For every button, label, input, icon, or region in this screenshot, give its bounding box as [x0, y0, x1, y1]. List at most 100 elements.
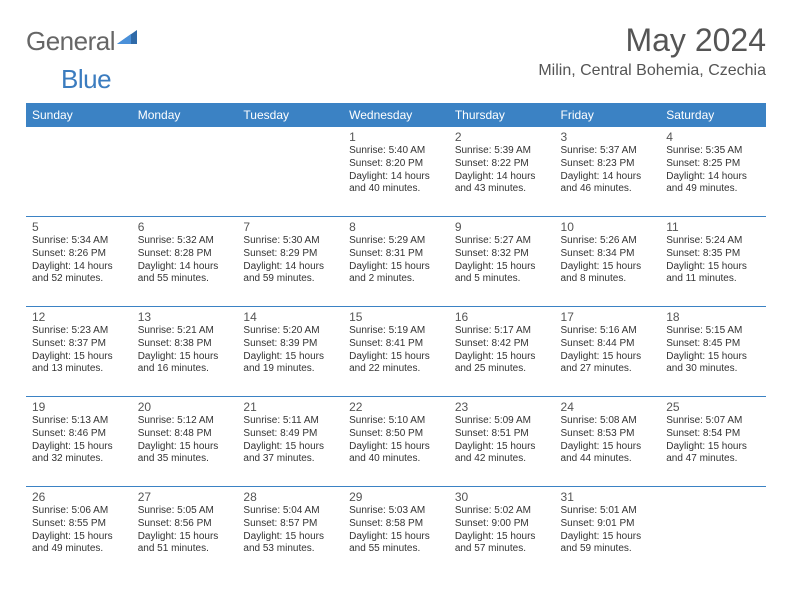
calendar-cell: 24Sunrise: 5:08 AMSunset: 8:53 PMDayligh…: [555, 397, 661, 487]
calendar-row: 1Sunrise: 5:40 AMSunset: 8:20 PMDaylight…: [26, 127, 766, 217]
dayhead-wed: Wednesday: [343, 103, 449, 127]
month-title: May 2024: [538, 24, 766, 56]
day-details: Sunrise: 5:11 AMSunset: 8:49 PMDaylight:…: [243, 415, 337, 466]
day-number: 23: [455, 400, 549, 414]
day-details: Sunrise: 5:29 AMSunset: 8:31 PMDaylight:…: [349, 235, 443, 286]
day-number: 6: [138, 220, 232, 234]
calendar-cell: 25Sunrise: 5:07 AMSunset: 8:54 PMDayligh…: [660, 397, 766, 487]
calendar-cell: 15Sunrise: 5:19 AMSunset: 8:41 PMDayligh…: [343, 307, 449, 397]
calendar-cell: [26, 127, 132, 217]
day-number: 18: [666, 310, 760, 324]
day-details: Sunrise: 5:01 AMSunset: 9:01 PMDaylight:…: [561, 505, 655, 556]
calendar-row: 19Sunrise: 5:13 AMSunset: 8:46 PMDayligh…: [26, 397, 766, 487]
calendar-cell: 27Sunrise: 5:05 AMSunset: 8:56 PMDayligh…: [132, 487, 238, 577]
calendar-cell: 19Sunrise: 5:13 AMSunset: 8:46 PMDayligh…: [26, 397, 132, 487]
day-details: Sunrise: 5:32 AMSunset: 8:28 PMDaylight:…: [138, 235, 232, 286]
calendar-cell: 7Sunrise: 5:30 AMSunset: 8:29 PMDaylight…: [237, 217, 343, 307]
day-number: 16: [455, 310, 549, 324]
calendar-cell: 6Sunrise: 5:32 AMSunset: 8:28 PMDaylight…: [132, 217, 238, 307]
day-number: 29: [349, 490, 443, 504]
calendar-cell: 21Sunrise: 5:11 AMSunset: 8:49 PMDayligh…: [237, 397, 343, 487]
day-details: Sunrise: 5:13 AMSunset: 8:46 PMDaylight:…: [32, 415, 126, 466]
calendar-cell: [237, 127, 343, 217]
day-details: Sunrise: 5:03 AMSunset: 8:58 PMDaylight:…: [349, 505, 443, 556]
day-details: Sunrise: 5:19 AMSunset: 8:41 PMDaylight:…: [349, 325, 443, 376]
dayhead-mon: Monday: [132, 103, 238, 127]
dayhead-sun: Sunday: [26, 103, 132, 127]
day-details: Sunrise: 5:08 AMSunset: 8:53 PMDaylight:…: [561, 415, 655, 466]
day-number: 13: [138, 310, 232, 324]
calendar-cell: 8Sunrise: 5:29 AMSunset: 8:31 PMDaylight…: [343, 217, 449, 307]
day-details: Sunrise: 5:05 AMSunset: 8:56 PMDaylight:…: [138, 505, 232, 556]
day-number: 25: [666, 400, 760, 414]
calendar-cell: 4Sunrise: 5:35 AMSunset: 8:25 PMDaylight…: [660, 127, 766, 217]
brand-word-2: Blue: [61, 64, 111, 94]
day-number: 17: [561, 310, 655, 324]
brand-logo: General: [26, 24, 141, 54]
day-number: 20: [138, 400, 232, 414]
dayhead-fri: Friday: [555, 103, 661, 127]
dayhead-thu: Thursday: [449, 103, 555, 127]
day-number: 10: [561, 220, 655, 234]
calendar-cell: 29Sunrise: 5:03 AMSunset: 8:58 PMDayligh…: [343, 487, 449, 577]
day-details: Sunrise: 5:24 AMSunset: 8:35 PMDaylight:…: [666, 235, 760, 286]
day-details: Sunrise: 5:21 AMSunset: 8:38 PMDaylight:…: [138, 325, 232, 376]
calendar-cell: [660, 487, 766, 577]
day-number: 31: [561, 490, 655, 504]
brand-word-1: General: [26, 28, 115, 54]
calendar-cell: 2Sunrise: 5:39 AMSunset: 8:22 PMDaylight…: [449, 127, 555, 217]
day-number: 3: [561, 130, 655, 144]
day-details: Sunrise: 5:39 AMSunset: 8:22 PMDaylight:…: [455, 145, 549, 196]
brand-triangle-icon: [117, 28, 139, 46]
calendar-cell: 5Sunrise: 5:34 AMSunset: 8:26 PMDaylight…: [26, 217, 132, 307]
day-details: Sunrise: 5:12 AMSunset: 8:48 PMDaylight:…: [138, 415, 232, 466]
calendar-cell: 14Sunrise: 5:20 AMSunset: 8:39 PMDayligh…: [237, 307, 343, 397]
day-number: 11: [666, 220, 760, 234]
calendar-cell: 22Sunrise: 5:10 AMSunset: 8:50 PMDayligh…: [343, 397, 449, 487]
calendar-cell: 13Sunrise: 5:21 AMSunset: 8:38 PMDayligh…: [132, 307, 238, 397]
dayhead-tue: Tuesday: [237, 103, 343, 127]
calendar-cell: 16Sunrise: 5:17 AMSunset: 8:42 PMDayligh…: [449, 307, 555, 397]
day-details: Sunrise: 5:27 AMSunset: 8:32 PMDaylight:…: [455, 235, 549, 286]
day-number: 5: [32, 220, 126, 234]
day-number: 14: [243, 310, 337, 324]
calendar-cell: 9Sunrise: 5:27 AMSunset: 8:32 PMDaylight…: [449, 217, 555, 307]
day-details: Sunrise: 5:04 AMSunset: 8:57 PMDaylight:…: [243, 505, 337, 556]
day-details: Sunrise: 5:20 AMSunset: 8:39 PMDaylight:…: [243, 325, 337, 376]
day-number: 9: [455, 220, 549, 234]
calendar-cell: 28Sunrise: 5:04 AMSunset: 8:57 PMDayligh…: [237, 487, 343, 577]
day-number: 12: [32, 310, 126, 324]
day-details: Sunrise: 5:07 AMSunset: 8:54 PMDaylight:…: [666, 415, 760, 466]
day-details: Sunrise: 5:02 AMSunset: 9:00 PMDaylight:…: [455, 505, 549, 556]
calendar-cell: 17Sunrise: 5:16 AMSunset: 8:44 PMDayligh…: [555, 307, 661, 397]
calendar-row: 5Sunrise: 5:34 AMSunset: 8:26 PMDaylight…: [26, 217, 766, 307]
calendar-cell: 10Sunrise: 5:26 AMSunset: 8:34 PMDayligh…: [555, 217, 661, 307]
day-number: 8: [349, 220, 443, 234]
day-number: 2: [455, 130, 549, 144]
day-details: Sunrise: 5:34 AMSunset: 8:26 PMDaylight:…: [32, 235, 126, 286]
day-number: 27: [138, 490, 232, 504]
day-number: 24: [561, 400, 655, 414]
day-details: Sunrise: 5:40 AMSunset: 8:20 PMDaylight:…: [349, 145, 443, 196]
calendar-cell: 31Sunrise: 5:01 AMSunset: 9:01 PMDayligh…: [555, 487, 661, 577]
day-number: 4: [666, 130, 760, 144]
calendar-cell: 20Sunrise: 5:12 AMSunset: 8:48 PMDayligh…: [132, 397, 238, 487]
day-details: Sunrise: 5:09 AMSunset: 8:51 PMDaylight:…: [455, 415, 549, 466]
day-details: Sunrise: 5:06 AMSunset: 8:55 PMDaylight:…: [32, 505, 126, 556]
day-details: Sunrise: 5:23 AMSunset: 8:37 PMDaylight:…: [32, 325, 126, 376]
day-details: Sunrise: 5:17 AMSunset: 8:42 PMDaylight:…: [455, 325, 549, 376]
calendar-table: Sunday Monday Tuesday Wednesday Thursday…: [26, 103, 766, 576]
day-details: Sunrise: 5:37 AMSunset: 8:23 PMDaylight:…: [561, 145, 655, 196]
dayhead-sat: Saturday: [660, 103, 766, 127]
calendar-header-row: Sunday Monday Tuesday Wednesday Thursday…: [26, 103, 766, 127]
calendar-cell: 23Sunrise: 5:09 AMSunset: 8:51 PMDayligh…: [449, 397, 555, 487]
day-number: 22: [349, 400, 443, 414]
day-number: 7: [243, 220, 337, 234]
calendar-row: 12Sunrise: 5:23 AMSunset: 8:37 PMDayligh…: [26, 307, 766, 397]
day-number: 28: [243, 490, 337, 504]
calendar-cell: 30Sunrise: 5:02 AMSunset: 9:00 PMDayligh…: [449, 487, 555, 577]
calendar-row: 26Sunrise: 5:06 AMSunset: 8:55 PMDayligh…: [26, 487, 766, 577]
day-details: Sunrise: 5:26 AMSunset: 8:34 PMDaylight:…: [561, 235, 655, 286]
day-number: 21: [243, 400, 337, 414]
day-number: 1: [349, 130, 443, 144]
